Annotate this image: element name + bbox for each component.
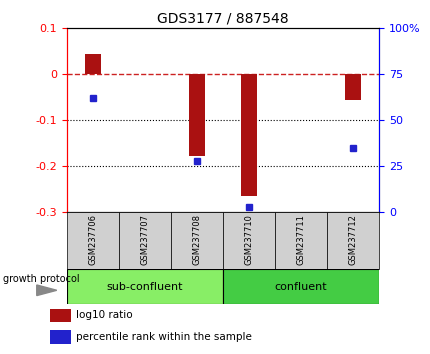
Bar (67, 269, 223, 304)
Bar (274, 212, 326, 269)
Text: GSM237707: GSM237707 (140, 214, 149, 265)
Bar (50, 330, 71, 343)
Text: confluent: confluent (274, 282, 327, 292)
Text: percentile rank within the sample: percentile rank within the sample (76, 332, 252, 342)
Polygon shape (37, 285, 57, 296)
Text: GSM237710: GSM237710 (244, 214, 253, 265)
Bar (241, 74, 256, 196)
Bar (171, 212, 223, 269)
Bar (223, 212, 274, 269)
Bar (119, 212, 171, 269)
Bar (223, 269, 378, 304)
Text: GSM237712: GSM237712 (348, 214, 357, 265)
Bar (344, 74, 360, 100)
Bar (85, 54, 101, 74)
Title: GDS3177 / 887548: GDS3177 / 887548 (157, 12, 288, 26)
Bar (50, 309, 71, 322)
Text: GSM237708: GSM237708 (192, 214, 201, 265)
Text: log10 ratio: log10 ratio (76, 310, 132, 320)
Text: growth protocol: growth protocol (3, 274, 80, 284)
Bar (67, 212, 119, 269)
Text: GSM237711: GSM237711 (296, 214, 305, 265)
Text: sub-confluent: sub-confluent (107, 282, 183, 292)
Bar (326, 212, 378, 269)
Bar (189, 74, 204, 156)
Text: GSM237706: GSM237706 (88, 214, 97, 265)
